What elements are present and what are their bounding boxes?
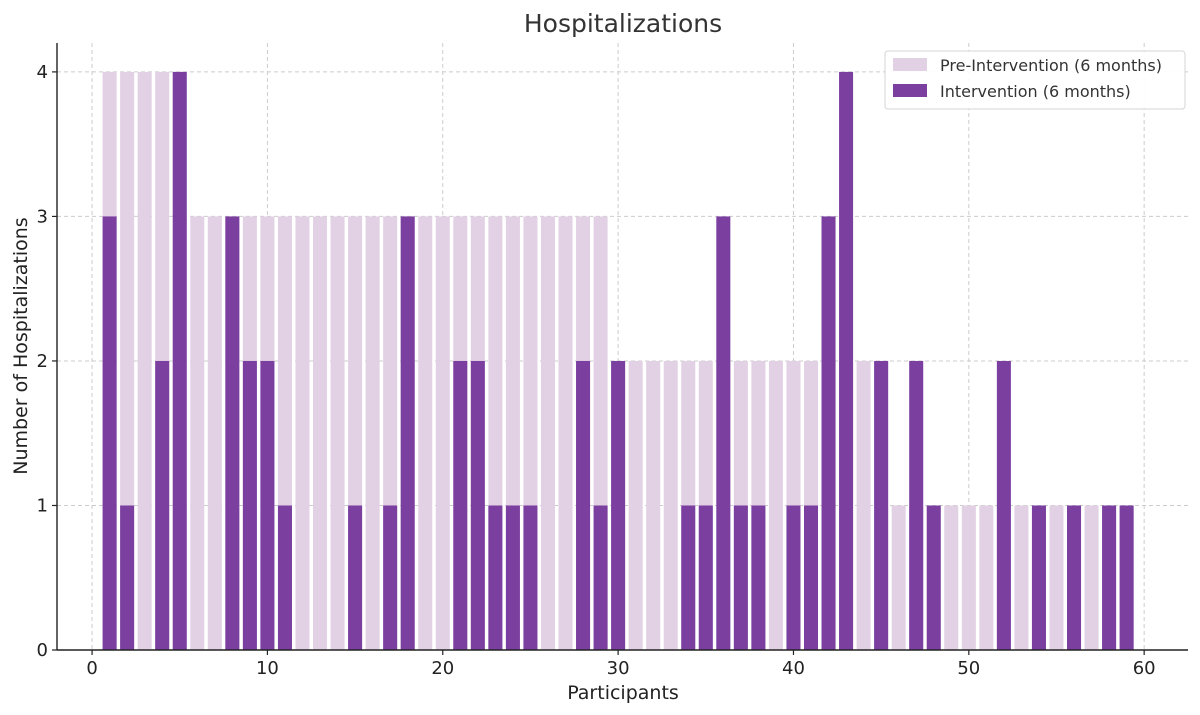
y-tick-label: 0 [37, 640, 48, 661]
x-tick-label: 30 [607, 658, 630, 679]
intervention-bar [102, 216, 117, 650]
pre-intervention-bar [313, 216, 328, 650]
pre-intervention-bar [120, 71, 135, 650]
y-tick-label: 1 [37, 495, 48, 516]
legend: Pre-Intervention (6 months) Intervention… [884, 50, 1186, 110]
intervention-bar [874, 360, 889, 650]
pre-intervention-bar [435, 216, 450, 650]
pre-intervention-bar [663, 360, 678, 650]
pre-intervention-bar [944, 505, 959, 650]
y-ticks: 0 1 2 3 4 [37, 62, 57, 661]
pre-intervention-bar [330, 216, 345, 650]
pre-intervention-bar [1084, 505, 1099, 650]
y-tick-label: 3 [37, 206, 48, 227]
x-ticks: 0 10 20 30 40 50 60 [86, 650, 1156, 679]
x-tick-label: 50 [957, 658, 980, 679]
x-tick-label: 10 [256, 658, 279, 679]
y-tick-label: 4 [37, 62, 48, 83]
intervention-bar [821, 216, 836, 650]
intervention-bar [1067, 505, 1082, 650]
intervention-bar [225, 216, 240, 650]
intervention-bar [260, 360, 275, 650]
intervention-bar [681, 505, 696, 650]
intervention-bar [1031, 505, 1046, 650]
intervention-bars [102, 71, 1134, 650]
pre-intervention-bar [295, 216, 310, 650]
pre-intervention-bar [418, 216, 433, 650]
legend-swatch-intervention [893, 84, 927, 97]
intervention-bar [120, 505, 135, 650]
intervention-bar [786, 505, 801, 650]
intervention-bar [277, 505, 292, 650]
intervention-bar [453, 360, 468, 650]
intervention-bar [1119, 505, 1134, 650]
pre-intervention-bar [646, 360, 661, 650]
pre-intervention-bar [891, 505, 906, 650]
legend-box [884, 50, 1186, 110]
pre-intervention-bar [1049, 505, 1064, 650]
intervention-bar [488, 505, 503, 650]
intervention-bar [909, 360, 924, 650]
pre-intervention-bar [628, 360, 643, 650]
intervention-bar [470, 360, 485, 650]
intervention-bar [242, 360, 257, 650]
intervention-bar [155, 360, 170, 650]
chart-title: Hospitalizations [524, 9, 722, 38]
pre-intervention-bar [207, 216, 222, 650]
intervention-bar [839, 71, 854, 650]
x-tick-label: 40 [782, 658, 805, 679]
intervention-bar [400, 216, 415, 650]
intervention-bar [348, 505, 363, 650]
x-axis-title: Participants [567, 682, 679, 704]
legend-swatch-pre-intervention [893, 58, 927, 71]
pre-intervention-bar [961, 505, 976, 650]
intervention-bar [996, 360, 1011, 650]
pre-intervention-bar [540, 216, 555, 650]
intervention-bar [576, 360, 591, 650]
intervention-bar [1102, 505, 1117, 650]
intervention-bar [926, 505, 941, 650]
intervention-bar [733, 505, 748, 650]
legend-label-intervention: Intervention (6 months) [940, 82, 1131, 101]
pre-intervention-bar [137, 71, 152, 650]
intervention-bar [611, 360, 626, 650]
intervention-bar [523, 505, 538, 650]
legend-label-pre-intervention: Pre-Intervention (6 months) [940, 56, 1162, 75]
axes [56, 43, 1188, 651]
y-axis-title: Number of Hospitalizations [10, 217, 32, 474]
pre-intervention-bar [768, 360, 783, 650]
x-tick-label: 0 [86, 658, 97, 679]
pre-intervention-bar [558, 216, 573, 650]
pre-intervention-bar [365, 216, 380, 650]
x-tick-label: 60 [1133, 658, 1156, 679]
intervention-bar [698, 505, 713, 650]
intervention-bar [172, 71, 187, 650]
intervention-bar [716, 216, 731, 650]
intervention-bar [593, 505, 608, 650]
intervention-bar [383, 505, 398, 650]
x-tick-label: 20 [431, 658, 454, 679]
intervention-bar [751, 505, 766, 650]
pre-intervention-bar [856, 360, 871, 650]
pre-intervention-bar [1014, 505, 1029, 650]
intervention-bar [505, 505, 520, 650]
y-tick-label: 2 [37, 351, 48, 372]
pre-intervention-bar [190, 216, 205, 650]
intervention-bar [803, 505, 819, 650]
pre-intervention-bar [979, 505, 994, 650]
